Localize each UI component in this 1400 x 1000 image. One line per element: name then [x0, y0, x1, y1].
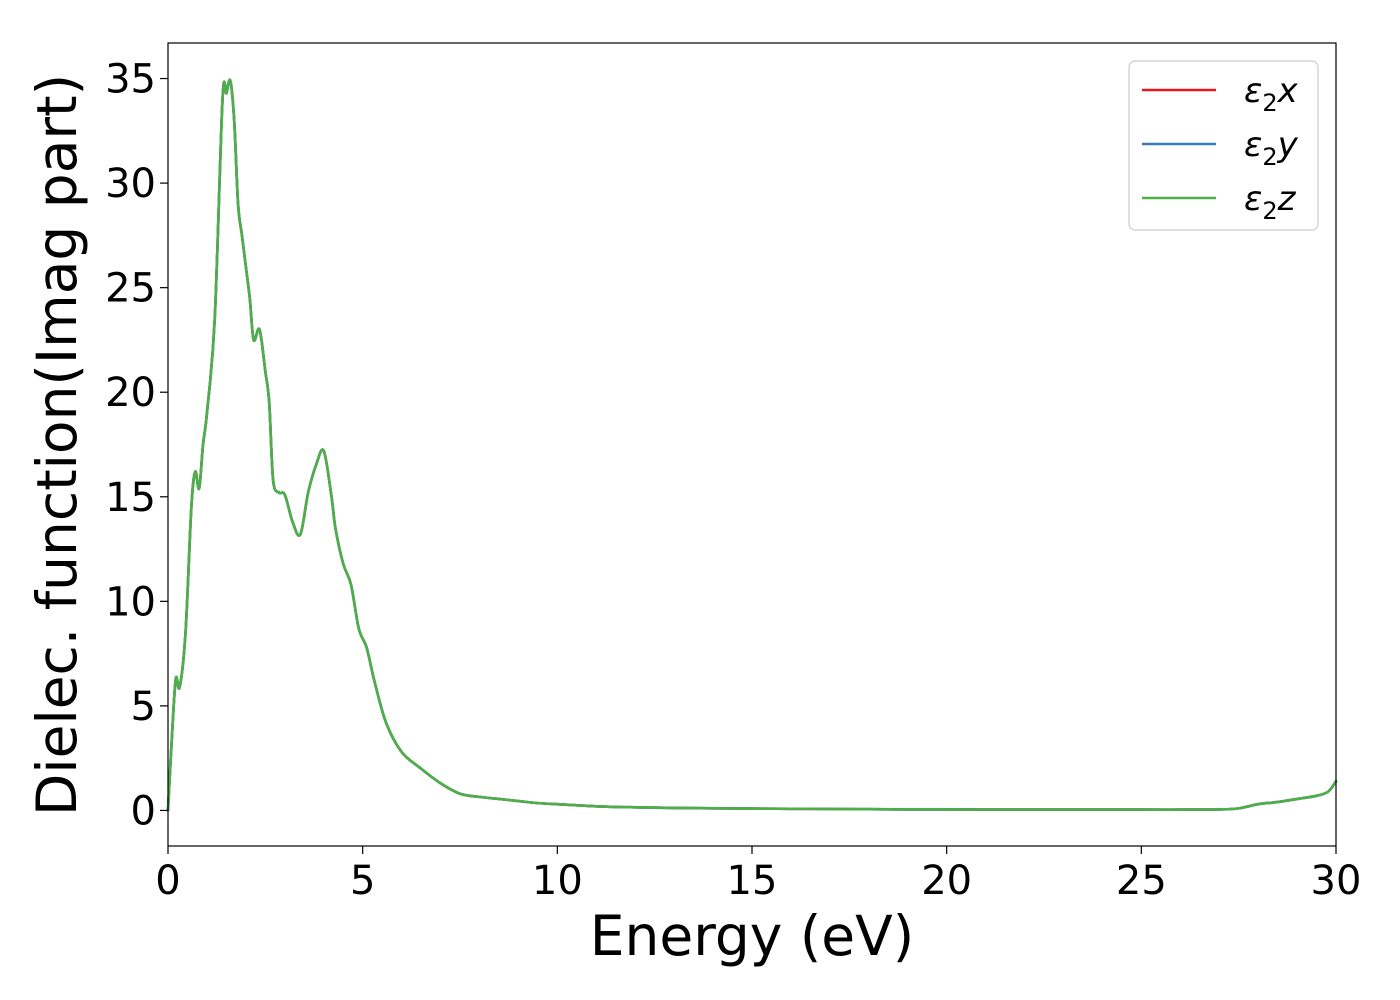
x-tick-label: 10 [532, 858, 583, 904]
y-axis: 0 5 10 15 20 25 30 35 [105, 57, 168, 834]
x-tick-label: 30 [1311, 858, 1362, 904]
y-tick-label: 25 [105, 266, 156, 312]
x-tick-label: 0 [155, 858, 180, 904]
legend-label-2: ε2y [1244, 125, 1299, 171]
y-tick-label: 35 [105, 57, 156, 103]
x-tick-label: 15 [727, 858, 778, 904]
legend-label-1: ε2x [1244, 71, 1299, 117]
series-layer [166, 78, 1338, 812]
legend-label-3: ε2z [1244, 179, 1297, 225]
legend: ε2x ε2y ε2z [1128, 60, 1319, 231]
series-line-3 [166, 78, 1338, 812]
y-tick-label: 10 [105, 579, 156, 625]
x-axis: 0 5 10 15 20 25 30 [155, 846, 1361, 904]
y-axis-label: Dielec. function(Imag part) [25, 74, 89, 816]
x-tick-label: 25 [1116, 858, 1167, 904]
legend-box [1128, 60, 1319, 231]
x-tick-label: 20 [921, 858, 972, 904]
y-tick-label: 20 [105, 370, 156, 416]
y-tick-label: 15 [105, 475, 156, 521]
y-tick-label: 0 [131, 788, 156, 834]
x-axis-label: Energy (eV) [590, 904, 914, 968]
x-tick-label: 5 [350, 858, 375, 904]
y-tick-label: 5 [131, 684, 156, 730]
y-tick-label: 30 [105, 161, 156, 207]
